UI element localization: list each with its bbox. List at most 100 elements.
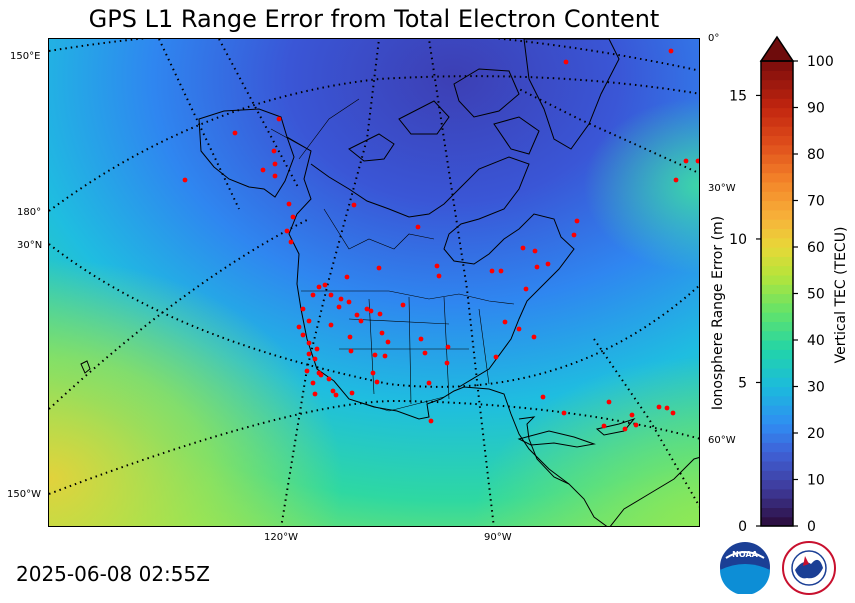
- station-marker: [330, 388, 336, 394]
- station-marker: [182, 177, 188, 183]
- station-marker: [300, 332, 306, 338]
- tec-map: [48, 38, 700, 527]
- station-marker: [540, 394, 546, 400]
- station-marker: [374, 379, 380, 385]
- lat-label-180: 180°: [17, 207, 42, 218]
- station-marker: [415, 224, 421, 230]
- range-axis-label: Ionosphere Range Error (m): [710, 216, 726, 410]
- station-markers: [182, 48, 699, 432]
- station-marker: [348, 348, 354, 354]
- station-marker: [338, 296, 344, 302]
- station-marker: [351, 202, 357, 208]
- station-marker: [326, 376, 332, 382]
- station-marker: [534, 264, 540, 270]
- lat-label-150e: 150°E: [10, 51, 41, 62]
- station-marker: [563, 59, 569, 65]
- lon-label-120w: 120°W: [264, 532, 298, 543]
- station-marker: [336, 304, 342, 310]
- station-marker: [489, 268, 495, 274]
- station-marker: [346, 299, 352, 305]
- station-marker: [376, 265, 382, 271]
- station-marker: [310, 292, 316, 298]
- colorbar-ticks: 0 10 20 30 40 50 60 70 80 90 100: [793, 54, 834, 535]
- station-marker: [344, 274, 350, 280]
- station-marker: [683, 158, 689, 164]
- colorbar-tick-label: 80: [807, 147, 825, 163]
- range-axis-tick-label: 15: [729, 88, 747, 104]
- station-marker: [306, 351, 312, 357]
- lon-label-90w: 90°W: [484, 532, 512, 543]
- colorbar-tick-label: 0: [807, 519, 816, 535]
- range-axis-ticks: 0 5 10 15: [729, 88, 761, 535]
- station-marker: [372, 352, 378, 358]
- range-axis-tick-label: 10: [729, 232, 747, 248]
- station-marker: [400, 302, 406, 308]
- station-marker: [304, 368, 310, 374]
- station-marker: [272, 161, 278, 167]
- lat-label-150w: 150°W: [7, 489, 41, 500]
- station-marker: [545, 261, 551, 267]
- station-marker: [633, 422, 639, 428]
- station-marker: [531, 334, 537, 340]
- chart-title: GPS L1 Range Error from Total Electron C…: [88, 5, 660, 33]
- station-marker: [571, 232, 577, 238]
- station-marker: [354, 312, 360, 318]
- colorbar-swatches: [761, 61, 793, 527]
- station-marker: [364, 306, 370, 312]
- station-marker: [284, 228, 290, 234]
- station-marker: [622, 426, 628, 432]
- nws-logo: [782, 541, 836, 595]
- station-marker: [314, 346, 320, 352]
- station-marker: [434, 263, 440, 269]
- station-marker: [426, 380, 432, 386]
- noaa-logo-text: NOAA: [732, 550, 758, 559]
- station-marker: [561, 410, 567, 416]
- station-marker: [436, 273, 442, 279]
- station-marker: [300, 306, 306, 312]
- map-svg: [49, 39, 699, 526]
- station-marker: [428, 418, 434, 424]
- station-marker: [358, 318, 364, 324]
- station-marker: [695, 158, 699, 164]
- station-marker: [368, 308, 374, 314]
- station-marker: [312, 356, 318, 362]
- station-marker: [312, 391, 318, 397]
- station-marker: [445, 344, 451, 350]
- colorbar-tick-label: 40: [807, 333, 825, 349]
- station-marker: [670, 410, 676, 416]
- station-marker: [629, 412, 635, 418]
- station-marker: [418, 336, 424, 342]
- noaa-logo: NOAA: [720, 542, 770, 594]
- colorbar-tick-label: 100: [807, 54, 834, 70]
- station-marker: [333, 392, 339, 398]
- station-marker: [316, 370, 322, 376]
- station-marker: [296, 324, 302, 330]
- station-marker: [370, 370, 376, 376]
- colorbar-tick-label: 90: [807, 101, 825, 117]
- station-marker: [232, 130, 238, 136]
- station-marker: [516, 326, 522, 332]
- lon-label-30w: 30°W: [708, 183, 736, 194]
- station-marker: [306, 318, 312, 324]
- colorbar-tick-label: 60: [807, 240, 825, 256]
- station-marker: [523, 286, 529, 292]
- station-marker: [656, 404, 662, 410]
- colorbar-tick-label: 20: [807, 426, 825, 442]
- station-marker: [668, 48, 674, 54]
- timestamp: 2025-06-08 02:55Z: [16, 562, 210, 586]
- colorbar-tick-label: 30: [807, 380, 825, 396]
- station-marker: [328, 322, 334, 328]
- station-marker: [260, 167, 266, 173]
- colorbar-tick-label: 10: [807, 473, 825, 489]
- station-marker: [290, 214, 296, 220]
- station-marker: [574, 218, 580, 224]
- station-marker: [306, 340, 312, 346]
- station-marker: [377, 311, 383, 317]
- station-marker: [606, 399, 612, 405]
- colorbar-label: Vertical TEC (TECU): [833, 227, 849, 364]
- station-marker: [347, 334, 353, 340]
- station-marker: [422, 350, 428, 356]
- range-axis-tick-label: 0: [738, 519, 747, 535]
- station-marker: [382, 353, 388, 359]
